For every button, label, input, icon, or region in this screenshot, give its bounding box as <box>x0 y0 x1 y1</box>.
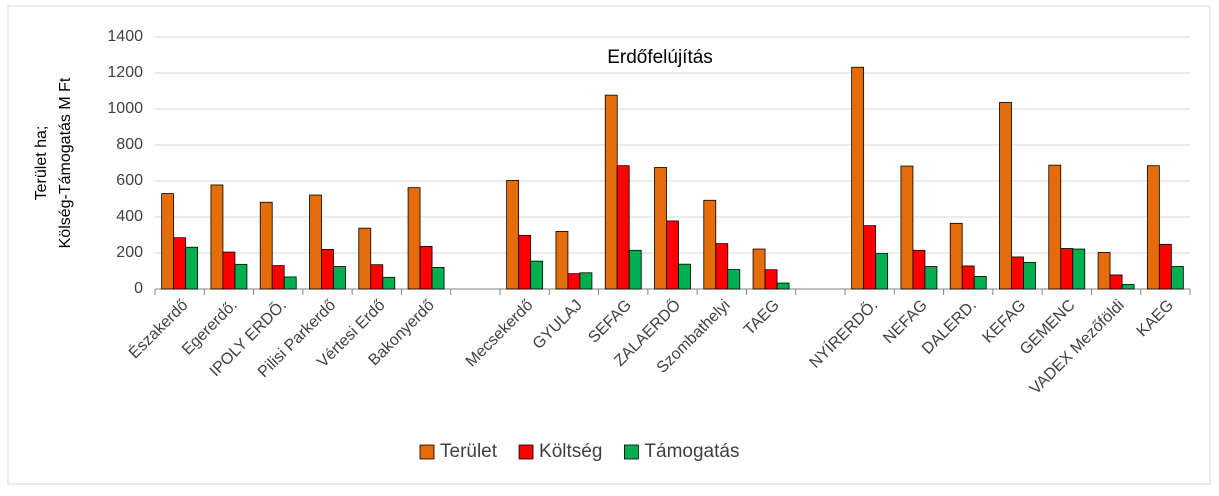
bar <box>419 245 433 290</box>
bar <box>283 276 297 290</box>
chart-title: Erdőfelújítás <box>607 47 713 68</box>
bar <box>530 260 544 290</box>
legend-label: Költség <box>539 441 602 462</box>
bar <box>1097 252 1111 290</box>
bar <box>210 184 224 290</box>
bar <box>776 282 790 290</box>
bar <box>999 101 1012 290</box>
bar <box>616 165 630 290</box>
bar <box>715 243 729 290</box>
bar <box>222 251 236 290</box>
bar <box>1121 284 1135 290</box>
bar <box>358 227 372 290</box>
bar <box>764 269 778 290</box>
bar <box>518 234 532 290</box>
y-axis-label: Kölség-Támogatás M Ft <box>57 77 74 248</box>
legend-swatch <box>419 444 435 460</box>
bar <box>321 248 334 290</box>
bar <box>1023 261 1036 290</box>
bar <box>961 265 975 290</box>
y-tick-label: 600 <box>116 172 143 189</box>
bar <box>604 94 618 290</box>
y-tick-label: 1200 <box>107 64 143 81</box>
bar <box>234 263 248 290</box>
bar <box>973 275 987 290</box>
bar <box>1011 256 1024 290</box>
bar <box>666 220 679 290</box>
bar <box>1109 274 1123 290</box>
legend-swatch <box>518 444 534 460</box>
bar <box>579 272 593 290</box>
bar <box>924 266 938 290</box>
bar <box>506 180 520 290</box>
legend-swatch <box>624 444 639 460</box>
bar <box>431 266 445 290</box>
bar <box>752 248 766 290</box>
y-tick-label: 400 <box>116 208 143 225</box>
bar <box>900 165 914 290</box>
bar <box>727 269 741 290</box>
bar <box>173 237 187 290</box>
bar <box>654 167 667 290</box>
bar <box>161 193 175 290</box>
y-tick-label: 1400 <box>107 28 143 45</box>
bar <box>703 199 717 290</box>
bar <box>185 246 199 290</box>
y-tick-label: 800 <box>116 136 143 153</box>
bar <box>1060 248 1074 290</box>
bar <box>628 249 642 290</box>
y-tick-label: 0 <box>134 280 143 297</box>
legend-label: Támogatás <box>644 441 739 462</box>
bar <box>555 230 569 290</box>
y-tick-label: 200 <box>116 244 143 261</box>
bar <box>1158 243 1172 290</box>
bar <box>567 273 581 290</box>
bar <box>1170 266 1184 290</box>
bar <box>370 264 384 290</box>
bar <box>1072 248 1086 290</box>
bar <box>678 263 691 290</box>
y-axis-label: Terület ha; <box>33 126 50 201</box>
bar <box>333 266 346 290</box>
bar <box>1048 164 1062 290</box>
bar <box>1146 165 1160 290</box>
bar <box>407 187 421 290</box>
bar <box>912 249 926 290</box>
bar <box>271 265 285 290</box>
bar <box>259 201 273 290</box>
bar <box>851 66 865 290</box>
y-tick-label: 1000 <box>107 100 143 117</box>
bar <box>309 194 322 290</box>
bar <box>382 276 396 290</box>
bar <box>863 225 877 290</box>
bar <box>875 253 889 290</box>
legend-label: Terület <box>440 441 498 462</box>
bar <box>949 222 963 290</box>
